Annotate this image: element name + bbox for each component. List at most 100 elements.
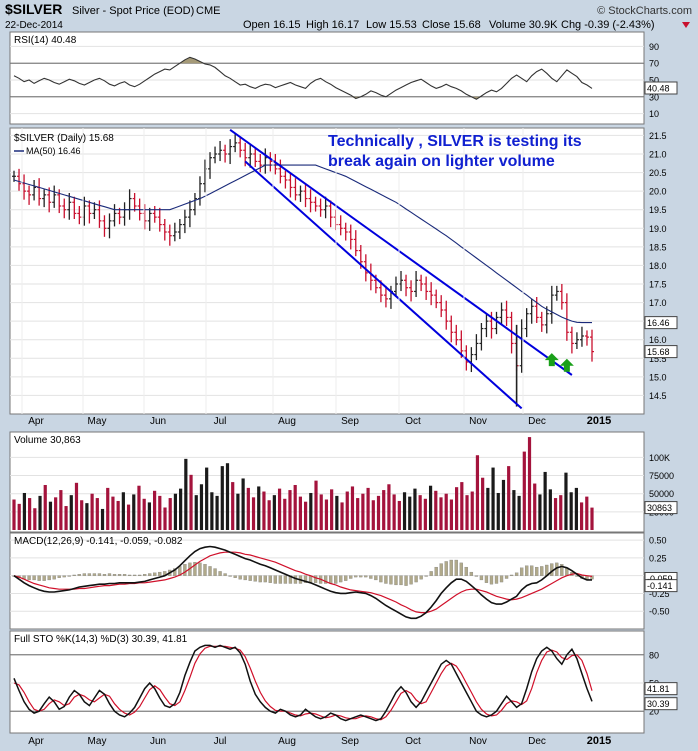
- macd-histogram-bar: [379, 575, 383, 583]
- volume-bar: [220, 466, 224, 530]
- volume-bar: [69, 495, 73, 530]
- price-bar: [117, 207, 122, 225]
- price-bar: [353, 230, 358, 257]
- volume-bar: [512, 490, 516, 530]
- macd-histogram-bar: [193, 562, 197, 576]
- x-axis-label: 2015: [587, 735, 611, 747]
- price-tick-label: 14.5: [649, 391, 667, 401]
- macd-histogram-bar: [499, 575, 504, 583]
- price-bar: [298, 185, 303, 202]
- price-bar: [429, 282, 434, 306]
- macd-histogram-bar: [429, 571, 433, 576]
- macd-histogram-bar: [394, 575, 398, 586]
- volume-bar: [460, 482, 464, 530]
- macd-histogram-bar: [384, 575, 388, 584]
- macd-histogram-bar: [374, 575, 378, 581]
- volume-bar: [350, 486, 355, 530]
- volume-bar: [147, 502, 151, 530]
- price-bar: [504, 300, 509, 326]
- rsi-panel: 90 70 50 30 10 40.48 RSI(14) 40.48: [9, 31, 678, 125]
- price-bar: [187, 200, 192, 228]
- macd-histogram-bar: [97, 573, 102, 576]
- price-bar: [308, 189, 313, 213]
- macd-histogram-bar: [253, 575, 257, 582]
- price-bar: [177, 219, 182, 240]
- macd-histogram-bar: [218, 571, 222, 576]
- price-bar: [484, 313, 489, 338]
- price-bar: [27, 185, 32, 205]
- volume-bar: [434, 490, 438, 530]
- rsi-line: [13, 56, 593, 100]
- price-bar: [529, 298, 534, 324]
- price-bar: [559, 284, 564, 310]
- macd-histogram-bar: [52, 575, 56, 580]
- price-bar: [67, 193, 72, 220]
- macd-histogram-bar: [479, 575, 484, 581]
- rsi-tick-label: 30: [649, 92, 659, 102]
- volume-bar: [12, 499, 16, 530]
- rsi-plot-area: [9, 31, 645, 125]
- volume-bar: [455, 487, 459, 530]
- price-bar: [479, 323, 484, 351]
- macd-histogram-bar: [303, 575, 308, 583]
- volume-bar: [559, 495, 563, 530]
- volume-bar: [54, 497, 58, 530]
- volume-bar: [43, 484, 47, 530]
- volume-panel: 100K75000500002500030863 Volume 30,863: [9, 431, 678, 533]
- price-bar: [248, 144, 253, 168]
- price-bar: [549, 285, 554, 324]
- price-bar: [338, 215, 343, 236]
- price-bar: [47, 187, 52, 213]
- volume-bar: [158, 495, 162, 530]
- chart-header: $SILVER Silver - Spot Price (EOD) CME © …: [5, 1, 692, 31]
- volume-bar: [106, 487, 110, 530]
- volume-bar: [132, 494, 136, 530]
- price-bar: [323, 196, 328, 219]
- price-bar: [444, 300, 449, 330]
- volume-bar: [85, 503, 89, 530]
- macd-histogram-bar: [349, 575, 353, 579]
- volume-bar: [246, 487, 250, 530]
- x-axis-label: Oct: [405, 416, 421, 427]
- macd-histogram-bar: [369, 575, 373, 579]
- price-last-value-box: [644, 345, 678, 359]
- x-axis-label: Oct: [405, 736, 421, 747]
- price-bar: [157, 207, 162, 232]
- macd-histogram-bar: [77, 574, 81, 576]
- x-axis-label: Apr: [28, 736, 44, 747]
- macd-histogram-bar: [504, 575, 509, 579]
- volume-bar: [277, 488, 282, 530]
- macd-histogram-bar: [248, 575, 252, 581]
- macd-panel: 0.500.250.00-0.25-0.50-0.059-0.141 MACD(…: [9, 532, 678, 630]
- stochastic-k-last-value: 30.39: [647, 699, 670, 709]
- price-bar: [328, 200, 333, 228]
- stochastic-title: Full STO %K(14,3) %D(3) 30.39, 41.81: [14, 634, 188, 645]
- macd-title: MACD(12,26,9) -0.141, -0.059, -0.082: [14, 536, 183, 547]
- price-bar: [539, 311, 544, 332]
- macd-histogram-bar: [203, 564, 207, 576]
- volume-bar: [517, 495, 521, 530]
- macd-histogram-bar: [198, 562, 202, 576]
- stochastic-k-last-value-box: [644, 697, 678, 711]
- price-bar: [424, 276, 429, 300]
- macd-tick-label: 0.25: [649, 553, 667, 563]
- macd-histogram-bar: [535, 566, 539, 576]
- x-axis-label: Nov: [469, 416, 487, 427]
- volume-bar: [392, 494, 396, 530]
- rsi-tick-label: 10: [649, 109, 659, 119]
- volume-bar: [527, 437, 532, 530]
- volume-bar: [428, 485, 433, 530]
- rsi-title: RSI(14) 40.48: [14, 35, 77, 46]
- macd-histogram-bar: [213, 568, 217, 576]
- volume-bar: [111, 496, 115, 530]
- price-bar: [534, 297, 539, 323]
- price-bar: [233, 133, 238, 153]
- price-tick-label: 21.5: [649, 131, 667, 141]
- macd-histogram-bar: [72, 574, 76, 576]
- macd-histogram-bar: [67, 575, 71, 577]
- volume-bar: [387, 484, 391, 530]
- volume-bar: [309, 492, 313, 530]
- price-bar: [152, 206, 157, 223]
- volume-tick-label: 75000: [649, 471, 674, 481]
- volume-bar: [225, 463, 230, 530]
